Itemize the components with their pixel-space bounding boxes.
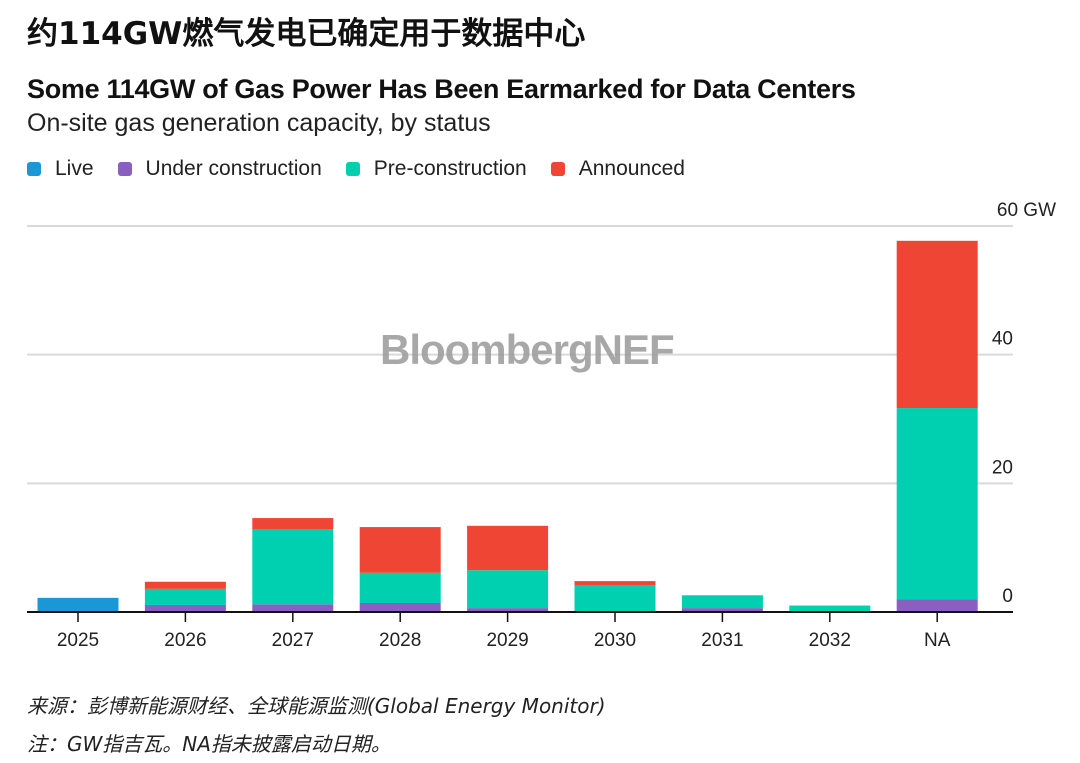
- x-tick-label: 2025: [57, 630, 99, 651]
- y-tick-label: 0: [1002, 586, 1013, 607]
- legend: Live Under construction Pre-construction…: [27, 157, 709, 181]
- bar-2030-pre-construction: [574, 584, 656, 612]
- legend-item-under-construction: Under construction: [117, 157, 322, 181]
- bar-2026-under-construction: [144, 604, 226, 612]
- x-tick-label: NA: [924, 630, 951, 651]
- legend-label-live: Live: [55, 157, 94, 180]
- legend-label-under-construction: Under construction: [145, 157, 322, 180]
- gridlines: [27, 225, 1013, 485]
- x-axis-labels: 2025 2026 2027 2028 2029 2030 2031 2032 NA: [57, 630, 951, 651]
- x-tick-label: 2030: [594, 630, 636, 651]
- legend-item-announced: Announced: [550, 157, 685, 181]
- bar-2028-under-construction: [359, 602, 441, 612]
- legend-label-pre-construction: Pre-construction: [373, 157, 527, 180]
- legend-swatch-under-construction: [117, 162, 132, 176]
- x-axis: [27, 611, 1013, 622]
- x-tick-label: 2026: [164, 630, 206, 651]
- x-tick-label: 2031: [701, 630, 743, 651]
- bar-2025-live: [37, 597, 119, 612]
- bar-2029-announced: [467, 525, 549, 571]
- bar-NA-announced: [896, 240, 978, 409]
- bar-NA-pre-construction: [896, 408, 978, 600]
- bars: [37, 240, 978, 612]
- legend-item-live: Live: [27, 157, 94, 181]
- y-tick-label: 20: [992, 457, 1013, 478]
- y-tick-label: 40: [992, 329, 1013, 350]
- x-tick-label: 2027: [272, 630, 314, 651]
- bar-2031-pre-construction: [681, 595, 763, 609]
- legend-item-pre-construction: Pre-construction: [345, 157, 527, 181]
- bar-2029-under-construction: [467, 608, 549, 612]
- chinese-title: 约114GW燃气发电已确定用于数据中心: [27, 16, 586, 52]
- source-note: 来源：彭博新能源财经、全球能源监测(Global Energy Monitor): [27, 694, 606, 718]
- chart-subtitle: On-site gas generation capacity, by stat…: [27, 109, 491, 137]
- bar-2030-announced: [574, 581, 656, 585]
- bar-2029-pre-construction: [467, 570, 549, 609]
- bar-2026-pre-construction: [144, 588, 226, 605]
- bar-2026-announced: [144, 581, 226, 589]
- legend-swatch-live: [27, 162, 41, 176]
- bar-2031-under-construction: [681, 608, 763, 612]
- bar-2027-under-construction: [252, 604, 334, 612]
- bar-2027-announced: [252, 518, 334, 530]
- chart-title: Some 114GW of Gas Power Has Been Earmark…: [27, 74, 856, 104]
- legend-label-announced: Announced: [578, 157, 685, 180]
- bar-2028-announced: [359, 527, 441, 573]
- bar-2027-pre-construction: [252, 529, 334, 605]
- bar-2028-pre-construction: [359, 572, 441, 603]
- x-tick-label: 2029: [486, 630, 528, 651]
- legend-swatch-pre-construction: [345, 162, 360, 176]
- footnote: 注：GW指吉瓦。NA指未披露启动日期。: [27, 732, 391, 756]
- y-tick-label: 60 GW: [997, 200, 1056, 221]
- bar-2032-pre-construction: [789, 605, 871, 612]
- x-tick-label: 2028: [379, 630, 421, 651]
- legend-swatch-announced: [550, 162, 565, 176]
- bar-NA-under-construction: [896, 599, 978, 612]
- y-axis-labels: 0 20 40 60 GW: [992, 200, 1056, 607]
- x-tick-label: 2032: [809, 630, 851, 651]
- bloombergnef-watermark: BloombergNEF: [380, 326, 675, 373]
